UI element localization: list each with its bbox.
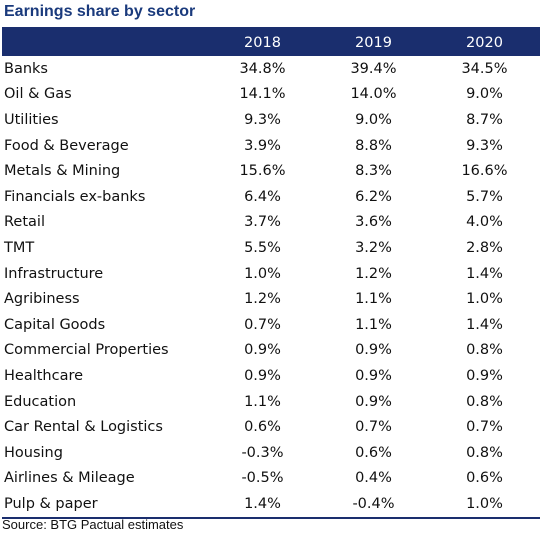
row-label: Housing: [4, 444, 63, 461]
cell-2018: 3.7%: [244, 214, 281, 231]
cell-2018: 0.9%: [244, 367, 281, 384]
header-cell-2018: 2018: [244, 34, 281, 51]
cell-2018: 3.9%: [244, 137, 281, 154]
cell-2019: 0.6%: [355, 444, 392, 461]
row-label: Car Rental & Logistics: [4, 419, 163, 436]
cell-2019: 8.3%: [355, 163, 392, 180]
cell-2019: 6.2%: [355, 188, 392, 205]
table-row: Retail 3.7% 3.6% 4.0%: [2, 210, 540, 236]
cell-2018: -0.5%: [241, 470, 284, 487]
cell-2018: 1.0%: [244, 265, 281, 282]
cell-2019: 1.2%: [355, 265, 392, 282]
table-row: Car Rental & Logistics 0.6% 0.7% 0.7%: [2, 414, 540, 440]
cell-2018: 1.2%: [244, 291, 281, 308]
cell-2020: 1.4%: [466, 316, 503, 333]
cell-2018: 1.4%: [244, 495, 281, 512]
table-row: Utilities 9.3% 9.0% 8.7%: [2, 107, 540, 133]
cell-2018: 14.1%: [239, 86, 286, 103]
row-label: Banks: [4, 60, 48, 77]
row-label: Healthcare: [4, 367, 84, 384]
cell-2018: 1.1%: [244, 393, 281, 410]
table-row: Education 1.1% 0.9% 0.8%: [2, 389, 540, 415]
table-row: Metals & Mining 15.6% 8.3% 16.6%: [2, 158, 540, 184]
cell-2020: 1.0%: [466, 495, 503, 512]
table-row: Airlines & Mileage -0.5% 0.4% 0.6%: [2, 466, 540, 492]
table-row: Agribiness 1.2% 1.1% 1.0%: [2, 286, 540, 312]
cell-2020: 34.5%: [461, 60, 508, 77]
cell-2018: 0.6%: [244, 419, 281, 436]
cell-2020: 0.8%: [466, 393, 503, 410]
cell-2019: 9.0%: [355, 111, 392, 128]
row-label: Commercial Properties: [4, 342, 169, 359]
table-header-row: 2018 2019 2020: [2, 29, 540, 56]
cell-2019: 14.0%: [350, 86, 397, 103]
cell-2020: 9.0%: [466, 86, 503, 103]
row-label: Utilities: [4, 111, 59, 128]
cell-2018: -0.3%: [241, 444, 284, 461]
table-row: Food & Beverage 3.9% 8.8% 9.3%: [2, 133, 540, 159]
row-label: Capital Goods: [4, 316, 106, 333]
cell-2019: -0.4%: [352, 495, 395, 512]
row-label: Infrastructure: [4, 265, 104, 282]
cell-2020: 1.4%: [466, 265, 503, 282]
table-row: Financials ex-banks 6.4% 6.2% 5.7%: [2, 184, 540, 210]
table-body: Banks 34.8% 39.4% 34.5% Oil & Gas 14.1% 14.0% 9…: [2, 56, 540, 517]
cell-2019: 1.1%: [355, 291, 392, 308]
row-label: Food & Beverage: [4, 137, 129, 154]
cell-2020: 0.7%: [466, 419, 503, 436]
cell-2020: 16.6%: [461, 163, 508, 180]
row-label: Metals & Mining: [4, 163, 121, 180]
chart-title: Earnings share by sector: [4, 3, 196, 20]
cell-2019: 0.7%: [355, 419, 392, 436]
cell-2019: 0.9%: [355, 342, 392, 359]
source-note: Source: BTG Pactual estimates: [2, 517, 184, 532]
cell-2019: 39.4%: [350, 60, 397, 77]
cell-2018: 0.7%: [244, 316, 281, 333]
cell-2020: 0.8%: [466, 444, 503, 461]
row-label: Oil & Gas: [4, 86, 72, 103]
cell-2020: 0.8%: [466, 342, 503, 359]
table-row: TMT 5.5% 3.2% 2.8%: [2, 235, 540, 261]
cell-2019: 0.9%: [355, 367, 392, 384]
cell-2020: 0.6%: [466, 470, 503, 487]
cell-2019: 0.4%: [355, 470, 392, 487]
cell-2018: 9.3%: [244, 111, 281, 128]
table-row: Commercial Properties 0.9% 0.9% 0.8%: [2, 338, 540, 364]
cell-2020: 1.0%: [466, 291, 503, 308]
table-row: Pulp & paper 1.4% -0.4% 1.0%: [2, 491, 540, 517]
cell-2019: 0.9%: [355, 393, 392, 410]
table-row: Infrastructure 1.0% 1.2% 1.4%: [2, 261, 540, 287]
cell-2019: 3.2%: [355, 239, 392, 256]
table-row: Oil & Gas 14.1% 14.0% 9.0%: [2, 82, 540, 108]
table-row: Banks 34.8% 39.4% 34.5%: [2, 56, 540, 82]
table-row: Healthcare 0.9% 0.9% 0.9%: [2, 363, 540, 389]
cell-2020: 2.8%: [466, 239, 503, 256]
cell-2018: 6.4%: [244, 188, 281, 205]
cell-2018: 5.5%: [244, 239, 281, 256]
cell-2020: 4.0%: [466, 214, 503, 231]
cell-2018: 0.9%: [244, 342, 281, 359]
row-label: Airlines & Mileage: [4, 470, 135, 487]
earnings-table: 2018 2019 2020 Banks 34.8% 39.4% 34.5% Oil &…: [2, 27, 540, 519]
cell-2020: 0.9%: [466, 367, 503, 384]
header-cell-2020: 2020: [466, 34, 503, 51]
cell-2019: 3.6%: [355, 214, 392, 231]
row-label: Financials ex-banks: [4, 188, 146, 205]
cell-2019: 8.8%: [355, 137, 392, 154]
table-row: Capital Goods 0.7% 1.1% 1.4%: [2, 312, 540, 338]
cell-2019: 1.1%: [355, 316, 392, 333]
row-label: Retail: [4, 214, 45, 231]
row-label: Education: [4, 393, 77, 410]
cell-2018: 34.8%: [239, 60, 286, 77]
cell-2020: 9.3%: [466, 137, 503, 154]
header-cell-2019: 2019: [355, 34, 392, 51]
cell-2020: 5.7%: [466, 188, 503, 205]
row-label: Pulp & paper: [4, 495, 98, 512]
row-label: Agribiness: [4, 291, 80, 308]
cell-2018: 15.6%: [239, 163, 286, 180]
cell-2020: 8.7%: [466, 111, 503, 128]
row-label: TMT: [4, 239, 35, 256]
table-row: Housing -0.3% 0.6% 0.8%: [2, 440, 540, 466]
